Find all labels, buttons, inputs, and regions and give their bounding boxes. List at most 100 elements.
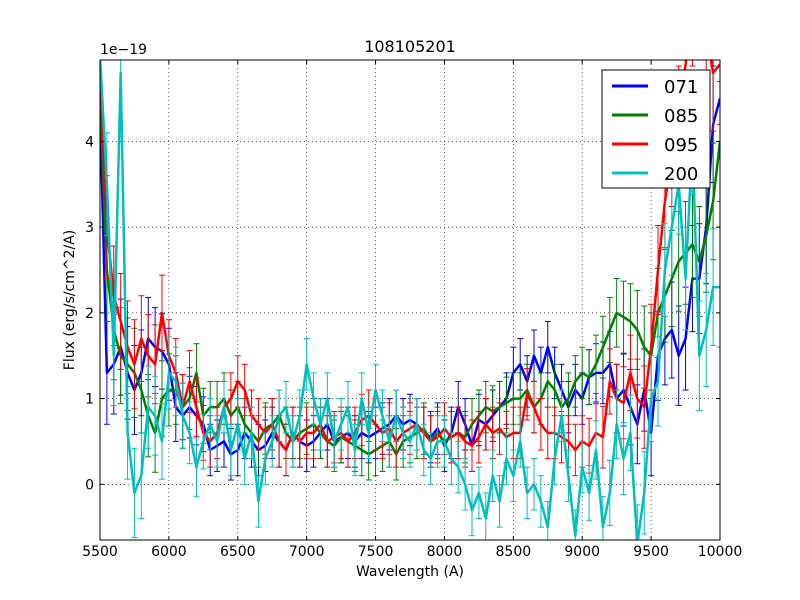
data-point xyxy=(615,312,618,314)
data-point xyxy=(588,376,590,378)
y-tick-label: 2 xyxy=(85,306,94,322)
data-point xyxy=(691,243,694,246)
data-point xyxy=(312,432,315,434)
x-tick-label: 8500 xyxy=(496,544,532,560)
data-point xyxy=(161,312,163,314)
data-point xyxy=(498,427,501,430)
data-point xyxy=(650,397,652,400)
data-point xyxy=(236,423,239,426)
data-point xyxy=(622,402,625,404)
data-point xyxy=(285,449,287,451)
data-point xyxy=(540,500,542,503)
data-point xyxy=(305,363,308,366)
data-point xyxy=(677,260,680,263)
data-point xyxy=(581,466,584,468)
data-point xyxy=(161,397,163,400)
y-tick-label: 4 xyxy=(85,134,94,150)
data-point xyxy=(333,440,336,443)
data-point xyxy=(292,440,294,443)
data-point xyxy=(684,277,687,280)
data-point xyxy=(409,440,411,443)
data-point xyxy=(395,414,398,417)
data-point xyxy=(629,372,632,374)
data-point xyxy=(546,380,549,383)
data-point xyxy=(305,432,308,434)
data-point xyxy=(574,380,577,383)
data-point xyxy=(574,449,577,451)
data-point xyxy=(608,380,611,383)
data-point xyxy=(664,269,666,271)
data-point xyxy=(347,440,349,443)
data-point xyxy=(140,337,143,340)
data-point xyxy=(622,457,625,460)
x-tick-label: 10000 xyxy=(698,544,743,560)
x-tick-label: 9500 xyxy=(633,544,669,560)
data-point xyxy=(512,474,515,477)
y-tick-label: 0 xyxy=(85,477,94,493)
data-point xyxy=(271,440,274,443)
data-point xyxy=(602,526,604,528)
y-axis-label: Flux (erg/s/cm^2/A) xyxy=(62,230,78,370)
ticks: 5500 6000 6500 7000 7500 8000 8500 9000 9500 1000… xyxy=(82,60,742,560)
data-point xyxy=(712,286,714,288)
data-point xyxy=(629,432,632,434)
y-scale-label: 1e−19 xyxy=(100,42,147,58)
legend: 071 085 095 200 xyxy=(601,69,711,189)
x-tick-label: 8000 xyxy=(427,544,463,560)
data-point xyxy=(106,183,108,186)
data-point xyxy=(670,277,673,280)
data-point xyxy=(243,457,246,460)
data-point xyxy=(643,406,646,408)
data-point xyxy=(230,397,232,400)
data-point xyxy=(553,389,556,391)
data-point xyxy=(147,406,150,408)
data-point xyxy=(381,414,384,417)
x-tick-label: 7000 xyxy=(289,544,325,560)
x-tick-label: 6500 xyxy=(220,544,256,560)
data-point xyxy=(243,423,246,426)
x-tick-label: 6000 xyxy=(151,544,187,560)
data-point xyxy=(505,457,508,460)
data-point xyxy=(457,432,460,434)
data-point xyxy=(677,354,680,357)
data-point xyxy=(608,329,611,331)
data-point xyxy=(498,500,501,503)
data-point xyxy=(374,389,377,391)
data-point xyxy=(684,63,687,66)
legend-label: 071 xyxy=(664,77,698,98)
x-tick-label: 5500 xyxy=(82,544,118,560)
data-point xyxy=(347,406,349,408)
data-point xyxy=(257,423,260,426)
data-point xyxy=(312,397,315,400)
data-point xyxy=(602,436,604,438)
data-point xyxy=(202,440,205,443)
data-point xyxy=(636,329,639,331)
data-point xyxy=(402,432,404,434)
data-point xyxy=(174,380,177,383)
data-point xyxy=(629,320,632,323)
data-point xyxy=(546,346,549,348)
data-point xyxy=(340,423,342,426)
data-point xyxy=(140,389,143,391)
data-point xyxy=(471,509,473,511)
data-point xyxy=(188,380,191,383)
data-point xyxy=(519,440,522,443)
data-point xyxy=(298,414,301,417)
data-point xyxy=(464,483,466,486)
data-point xyxy=(374,423,377,426)
data-point xyxy=(195,372,198,374)
legend-label: 095 xyxy=(664,135,698,156)
data-point xyxy=(491,432,494,434)
data-point xyxy=(147,354,150,357)
data-point xyxy=(684,337,687,340)
data-point xyxy=(354,449,356,451)
data-point xyxy=(195,466,198,468)
x-tick-label: 9000 xyxy=(564,544,600,560)
data-point xyxy=(657,380,659,383)
data-point xyxy=(209,423,212,426)
data-point xyxy=(698,260,701,263)
data-point xyxy=(622,316,625,318)
series-layer xyxy=(100,60,720,540)
data-point xyxy=(657,269,659,271)
